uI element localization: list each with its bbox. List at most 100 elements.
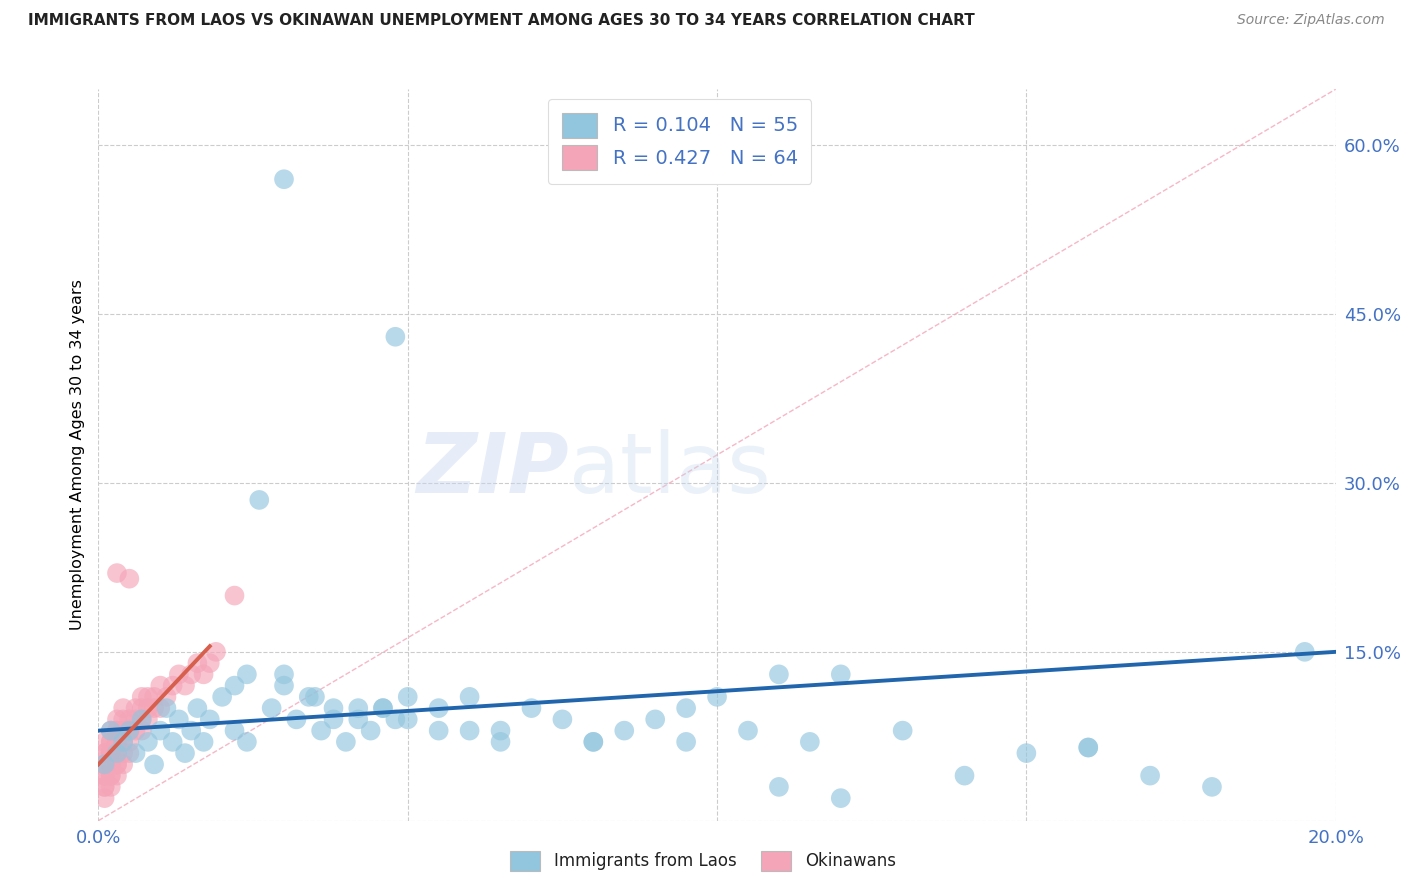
Text: Source: ZipAtlas.com: Source: ZipAtlas.com [1237,13,1385,28]
Point [582,735,605,749]
Point [100,769,122,783]
Point [205,645,228,659]
Point [180,723,202,738]
Point [322,701,344,715]
Point [551,712,574,726]
Point [186,656,208,670]
Point [613,723,636,738]
Point [143,757,166,772]
Point [335,735,357,749]
Point [396,712,419,726]
Point [458,690,481,704]
Point [891,723,914,738]
Point [118,712,141,726]
Point [136,735,159,749]
Point [211,690,233,704]
Point [93,780,115,794]
Point [644,712,666,726]
Point [1077,740,1099,755]
Point [489,723,512,738]
Point [149,679,172,693]
Point [298,690,321,704]
Point [1139,769,1161,783]
Point [224,679,246,693]
Point [124,712,146,726]
Point [131,723,153,738]
Point [105,746,128,760]
Point [167,667,190,681]
Point [131,712,153,726]
Point [236,735,259,749]
Point [224,589,246,603]
Point [737,723,759,738]
Point [93,746,115,760]
Point [1077,740,1099,755]
Point [93,746,115,760]
Point [136,701,159,715]
Point [100,735,122,749]
Point [304,690,326,704]
Point [384,712,406,726]
Point [1201,780,1223,794]
Point [174,679,197,693]
Point [93,791,115,805]
Point [384,330,406,344]
Point [371,701,394,715]
Point [768,780,790,794]
Point [100,769,122,783]
Point [100,746,122,760]
Point [118,746,141,760]
Point [186,701,208,715]
Point [105,757,128,772]
Point [93,757,115,772]
Text: ZIP: ZIP [416,429,568,510]
Point [427,701,450,715]
Point [93,735,115,749]
Point [136,690,159,704]
Point [1015,746,1038,760]
Point [105,746,128,760]
Point [112,746,135,760]
Point [118,572,141,586]
Point [273,172,295,186]
Point [112,701,135,715]
Point [118,723,141,738]
Point [260,701,283,715]
Point [112,712,135,726]
Point [830,667,852,681]
Point [100,723,122,738]
Text: atlas: atlas [568,429,770,510]
Point [105,723,128,738]
Point [396,690,419,704]
Legend: Immigrants from Laos, Okinawans: Immigrants from Laos, Okinawans [502,842,904,880]
Point [198,712,221,726]
Point [149,701,172,715]
Y-axis label: Unemployment Among Ages 30 to 34 years: Unemployment Among Ages 30 to 34 years [69,279,84,631]
Point [100,735,122,749]
Point [247,492,270,507]
Point [180,667,202,681]
Point [143,701,166,715]
Point [953,769,976,783]
Point [112,723,135,738]
Point [830,791,852,805]
Point [100,780,122,794]
Point [112,735,135,749]
Point [149,723,172,738]
Point [105,712,128,726]
Point [1294,645,1316,659]
Point [768,667,790,681]
Point [489,735,512,749]
Point [105,769,128,783]
Point [799,735,821,749]
Point [193,667,215,681]
Point [112,757,135,772]
Text: IMMIGRANTS FROM LAOS VS OKINAWAN UNEMPLOYMENT AMONG AGES 30 TO 34 YEARS CORRELAT: IMMIGRANTS FROM LAOS VS OKINAWAN UNEMPLO… [28,13,974,29]
Point [193,735,215,749]
Point [131,712,153,726]
Point [112,735,135,749]
Point [93,757,115,772]
Point [224,723,246,738]
Point [427,723,450,738]
Point [93,780,115,794]
